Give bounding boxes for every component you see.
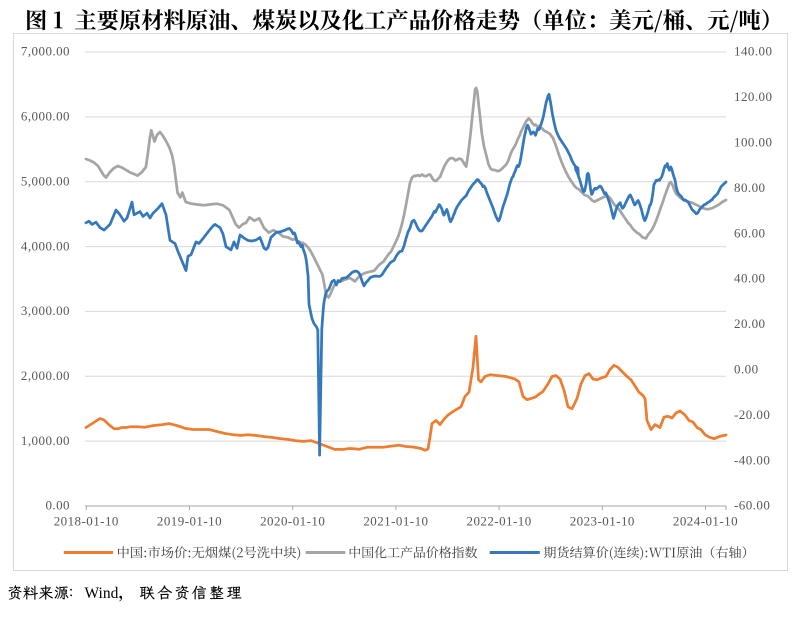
svg-text:20.00: 20.00 <box>734 316 766 331</box>
svg-text:100.00: 100.00 <box>734 135 772 150</box>
svg-text:140.00: 140.00 <box>734 44 772 59</box>
svg-text:-40.00: -40.00 <box>734 452 770 467</box>
svg-text:0.00: 0.00 <box>734 362 759 377</box>
svg-text:5,000.00: 5,000.00 <box>21 173 70 188</box>
svg-text:2018-01-10: 2018-01-10 <box>54 514 119 529</box>
svg-text:80.00: 80.00 <box>734 180 766 195</box>
svg-text:2023-01-10: 2023-01-10 <box>570 514 635 529</box>
svg-text:2021-01-10: 2021-01-10 <box>363 514 428 529</box>
svg-text:6,000.00: 6,000.00 <box>21 109 70 124</box>
svg-text:7,000.00: 7,000.00 <box>21 44 70 59</box>
svg-text:3,000.00: 3,000.00 <box>21 303 70 318</box>
svg-text:Wind: Wind <box>85 585 119 602</box>
svg-text:60.00: 60.00 <box>734 225 766 240</box>
svg-text:2022-01-10: 2022-01-10 <box>467 514 532 529</box>
svg-text:-60.00: -60.00 <box>734 498 770 513</box>
svg-text:2020-01-10: 2020-01-10 <box>260 514 325 529</box>
svg-text:0.00: 0.00 <box>45 498 70 513</box>
svg-text:40.00: 40.00 <box>734 271 766 286</box>
svg-text:4,000.00: 4,000.00 <box>21 238 70 253</box>
svg-text:2,000.00: 2,000.00 <box>21 368 70 383</box>
svg-text:120.00: 120.00 <box>734 89 772 104</box>
svg-text:1,000.00: 1,000.00 <box>21 433 70 448</box>
svg-text:2024-01-10: 2024-01-10 <box>673 514 738 529</box>
svg-text:2019-01-10: 2019-01-10 <box>157 514 222 529</box>
svg-text:-20.00: -20.00 <box>734 407 770 422</box>
